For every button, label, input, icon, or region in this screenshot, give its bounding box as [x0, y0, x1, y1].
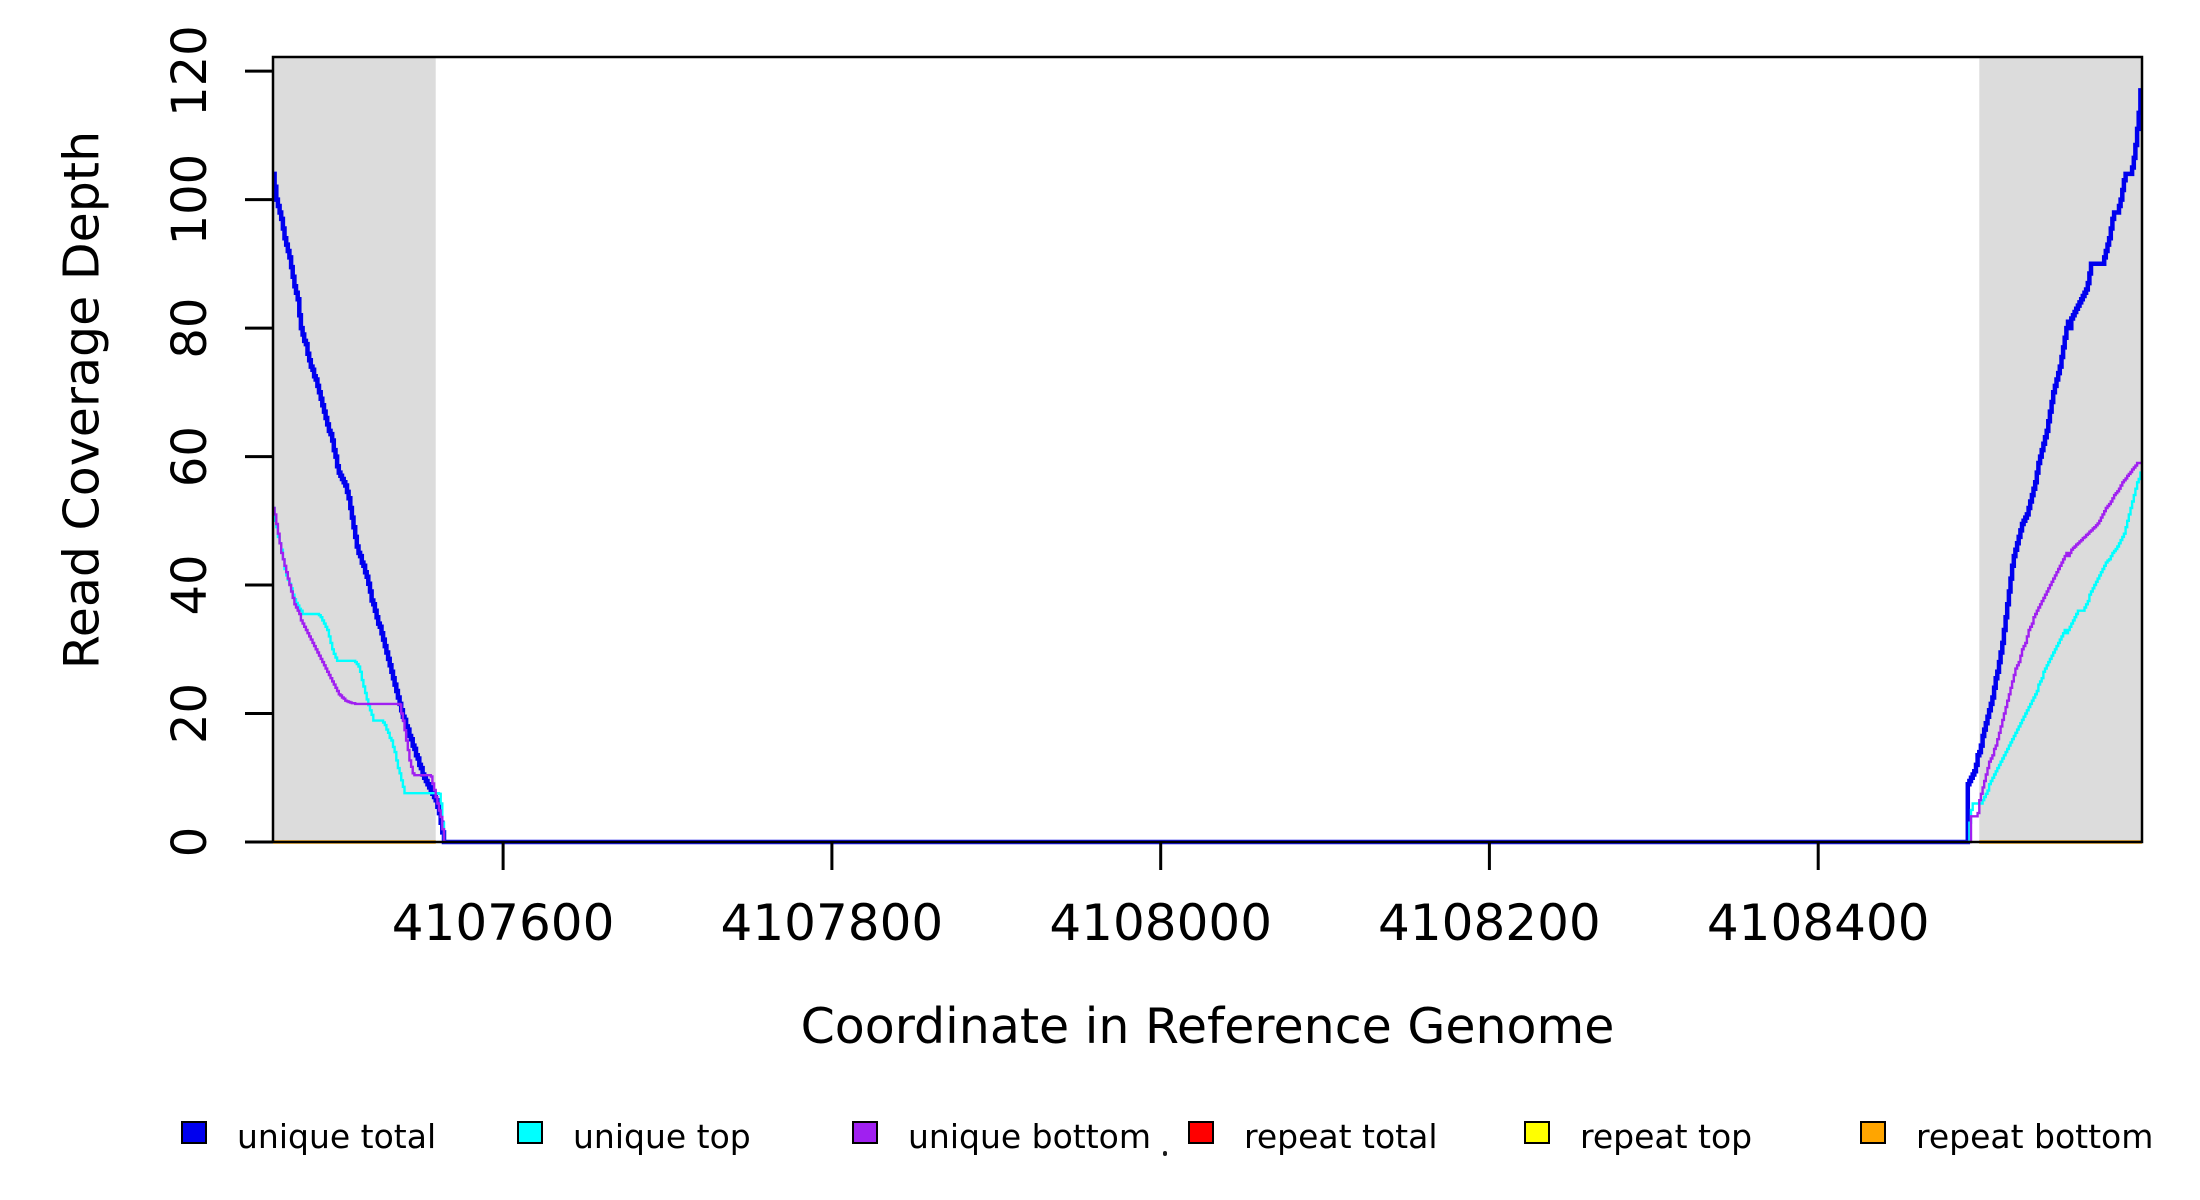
y-tick-label: 20	[162, 683, 218, 744]
series-line-unique-top	[273, 471, 2142, 844]
unique-top-swatch-icon	[517, 1121, 543, 1144]
y-tick-label: 100	[162, 154, 218, 246]
plot-border	[271, 55, 2144, 844]
y-tick-label: 0	[162, 827, 218, 858]
legend-label: unique total	[237, 1117, 437, 1156]
legend-label: repeat bottom	[1916, 1117, 2154, 1156]
legend-label: unique top	[573, 1117, 751, 1156]
x-tick-label: 4107800	[721, 894, 944, 952]
y-tick-label: 60	[162, 426, 218, 487]
legend-label: unique bottom	[908, 1117, 1152, 1156]
unique-total-swatch-icon	[181, 1121, 207, 1144]
y-tick-label: 120	[162, 25, 218, 117]
series-line-unique-total	[272, 88, 2143, 845]
x-tick-label: 4107600	[392, 894, 615, 952]
y-tick-label: 80	[162, 298, 218, 359]
series-line-unique-bottom	[273, 461, 2142, 844]
repeat-region-band	[1979, 57, 2142, 842]
stray-dot	[1163, 1151, 1167, 1156]
repeat-top-swatch-icon	[1524, 1121, 1550, 1144]
y-axis-title: Read Coverage Depth	[53, 130, 111, 670]
repeat-region-band	[273, 57, 436, 842]
legend-label: repeat top	[1580, 1117, 1753, 1156]
y-tick-label: 40	[162, 554, 218, 615]
x-axis-title: Coordinate in Reference Genome	[800, 998, 1615, 1055]
repeat-total-swatch-icon	[1188, 1121, 1214, 1144]
repeat-bottom-swatch-icon	[1860, 1121, 1886, 1144]
x-tick-label: 4108000	[1049, 894, 1272, 952]
unique-bottom-swatch-icon	[852, 1121, 878, 1144]
x-tick-label: 4108200	[1378, 894, 1601, 952]
legend-label: repeat total	[1244, 1117, 1438, 1156]
x-tick-label: 4108400	[1707, 894, 1930, 952]
